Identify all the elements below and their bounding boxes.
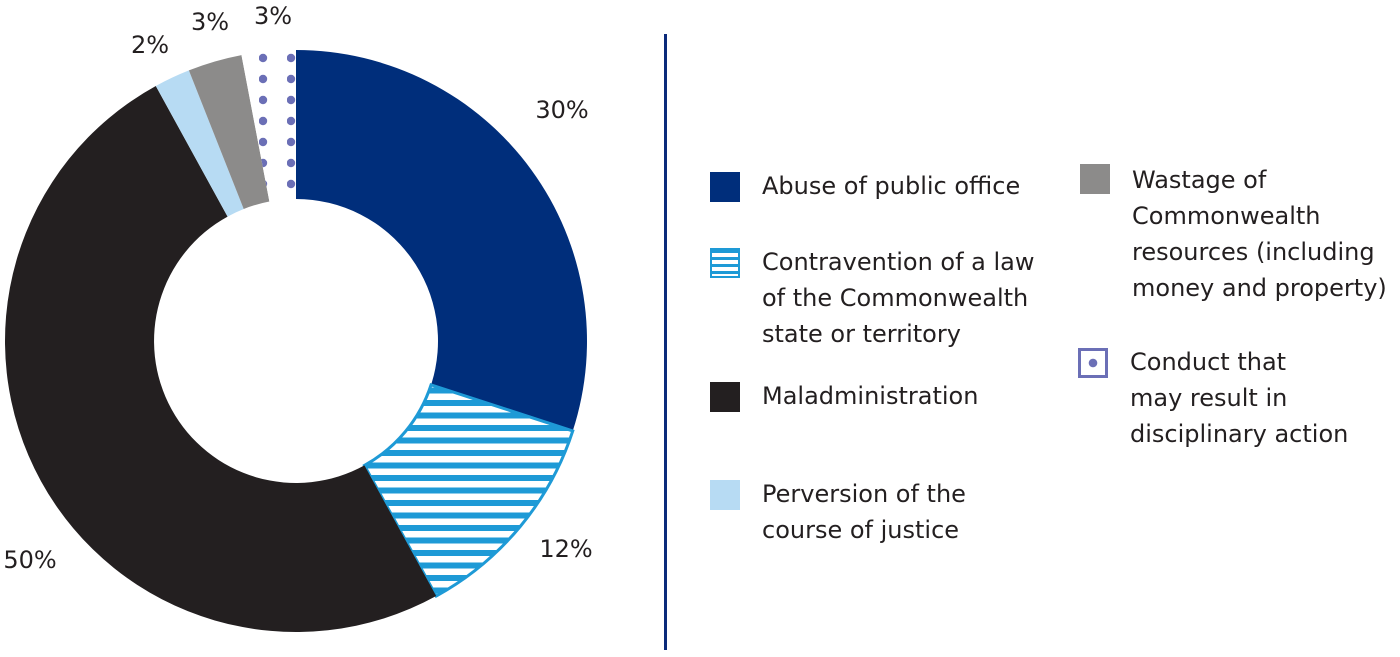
legend-label: Contravention of a law of the Commonweal… xyxy=(762,248,1035,348)
data-label-5: 3% xyxy=(191,8,229,36)
legend-swatch-perversion-of-justice xyxy=(710,480,740,510)
legend-item-contravention-of-law: Contravention of a law of the Commonweal… xyxy=(710,244,1035,352)
data-label-1: 30% xyxy=(535,96,588,124)
legend-swatch-abuse-of-public-office xyxy=(710,172,740,202)
donut-slice-2 xyxy=(362,382,575,599)
legend-swatch-maladministration xyxy=(710,382,740,412)
data-label-3: 50% xyxy=(3,546,56,574)
legend-divider xyxy=(664,34,667,650)
donut-slice-3 xyxy=(4,85,437,633)
legend-swatch-conduct-disciplinary xyxy=(1078,348,1108,378)
legend-label: Wastage of Commonwealth resources (inclu… xyxy=(1132,166,1387,302)
legend-item-conduct-disciplinary: Conduct that may result in disciplinary … xyxy=(1078,344,1348,452)
legend-label: Perversion of the course of justice xyxy=(762,480,966,544)
legend-item-perversion-of-justice: Perversion of the course of justice xyxy=(710,476,966,548)
donut-slice-1 xyxy=(296,50,587,431)
legend-label: Maladministration xyxy=(762,382,979,410)
legend-item-abuse-of-public-office: Abuse of public office xyxy=(710,168,1020,204)
donut-chart: 30% 12% 50% 2% 3% 3% xyxy=(3,2,593,633)
data-labels-group: 30% 12% 50% 2% 3% 3% xyxy=(3,2,592,574)
legend-swatch-contravention-of-law xyxy=(710,248,740,278)
slices-group xyxy=(4,50,587,633)
legend-label: Abuse of public office xyxy=(762,172,1021,200)
data-label-6: 3% xyxy=(254,2,292,30)
legend-item-maladministration: Maladministration xyxy=(710,378,978,414)
data-label-2: 12% xyxy=(539,535,592,563)
donut-slice-6 xyxy=(241,50,296,202)
legend-swatch-wastage-of-resources xyxy=(1080,164,1110,194)
legend-item-wastage-of-resources: Wastage of Commonwealth resources (inclu… xyxy=(1080,162,1387,306)
donut-slice-5 xyxy=(188,55,270,209)
donut-slice-4 xyxy=(155,70,244,217)
legend-label: Conduct that may result in disciplinary … xyxy=(1130,348,1349,448)
data-label-4: 2% xyxy=(131,31,169,59)
